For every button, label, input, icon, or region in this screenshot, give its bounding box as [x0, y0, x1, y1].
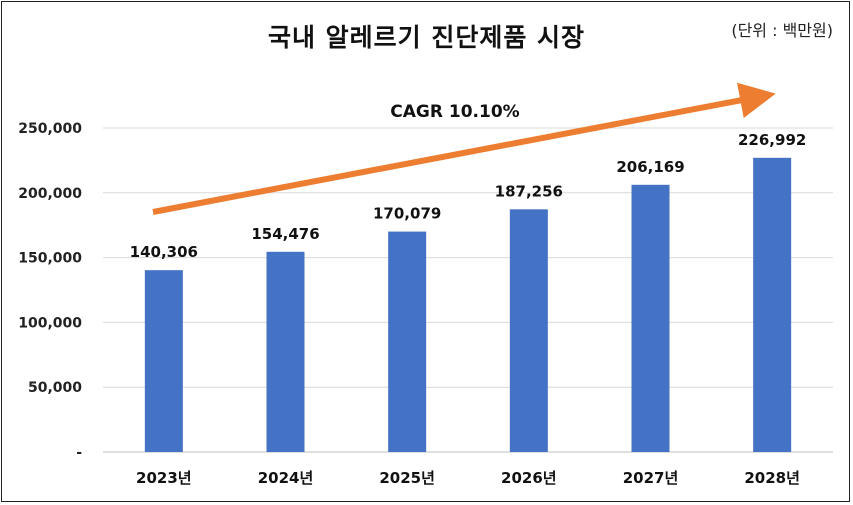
data-label: 170,079 — [373, 205, 441, 223]
bar-2024 — [266, 251, 305, 452]
y-tick-label: - — [76, 445, 82, 461]
x-tick-label: 2028년 — [744, 469, 800, 487]
x-tick-label: 2025년 — [379, 469, 435, 487]
y-tick-label: 100,000 — [18, 315, 82, 331]
chart-title: 국내 알레르기 진단제품 시장 — [267, 23, 586, 52]
data-label: 154,476 — [251, 225, 319, 243]
bar-2025 — [388, 231, 427, 452]
data-label: 140,306 — [130, 243, 198, 261]
unit-note: (단위 : 백만원) — [731, 21, 833, 40]
y-tick-label: 200,000 — [18, 186, 82, 202]
data-label: 206,169 — [616, 158, 684, 176]
y-tick-label: 150,000 — [18, 251, 82, 267]
y-tick-label: 50,000 — [28, 380, 82, 396]
data-label: 226,992 — [738, 131, 806, 149]
cagr-annotation: CAGR 10.10% — [390, 102, 519, 122]
x-tick-label: 2023년 — [136, 469, 192, 487]
x-tick-label: 2027년 — [623, 469, 679, 487]
bar-2026 — [509, 209, 548, 452]
bar-2027 — [631, 184, 670, 452]
x-tick-label: 2026년 — [501, 469, 557, 487]
bar-2028 — [753, 157, 792, 453]
y-tick-label: 250,000 — [18, 121, 82, 137]
bar-2023 — [144, 270, 183, 452]
x-tick-label: 2024년 — [258, 469, 314, 487]
cagr-trend-arrow — [152, 82, 776, 215]
data-label: 187,256 — [495, 182, 563, 200]
